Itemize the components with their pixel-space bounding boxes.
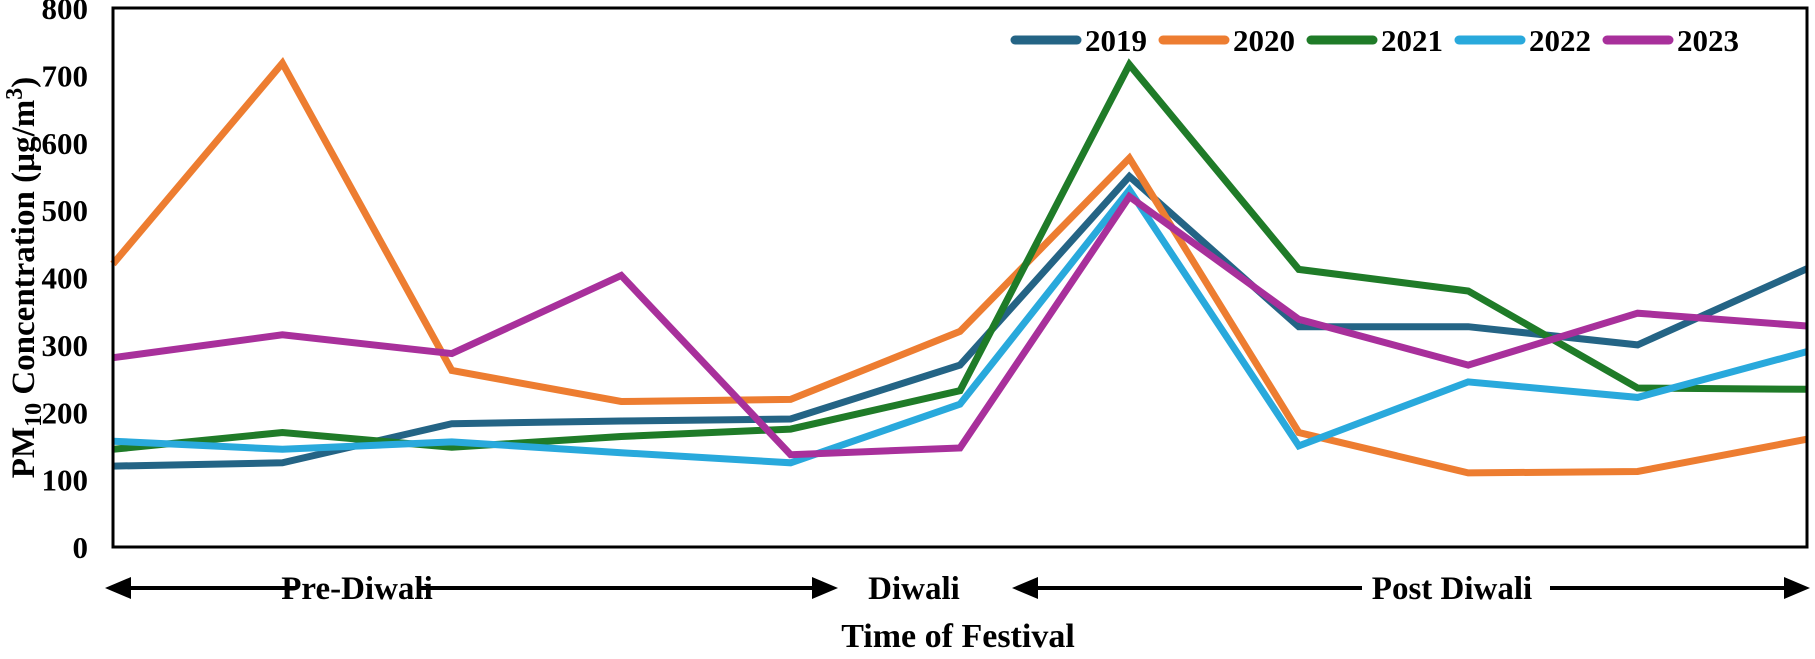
legend-label-2023: 2023: [1677, 23, 1739, 58]
pre-diwali-label: Pre-Diwali: [281, 571, 433, 607]
post-diwali-annotation: Post Diwali: [1012, 571, 1810, 607]
pre-diwali-annotation: Pre-Diwali: [105, 571, 838, 607]
series-line-2022: [112, 183, 1808, 467]
y-tick-label: 600: [42, 126, 89, 161]
y-tick-label: 300: [42, 328, 89, 363]
series-line-2019: [112, 171, 1809, 470]
legend-item-2020: 2020: [1158, 23, 1295, 58]
x-axis-title: Time of Festival: [841, 618, 1075, 655]
diwali-annotation: Diwali: [868, 571, 960, 607]
legend-item-2021: 2021: [1306, 23, 1443, 58]
legend-label-2021: 2021: [1381, 23, 1443, 58]
legend-label-2019: 2019: [1085, 23, 1147, 58]
diwali-label: Diwali: [868, 571, 960, 607]
plot-border: [111, 6, 1809, 549]
y-tick-label: 800: [42, 0, 89, 26]
y-axis-title: PM10 Concentration (µg/m3): [2, 77, 47, 478]
arrowhead-right-icon: [812, 577, 838, 599]
arrowhead-left-icon: [1012, 577, 1038, 599]
arrowhead-left-icon: [105, 577, 131, 599]
arrowhead-right-icon: [1784, 577, 1810, 599]
y-tick-label: 500: [42, 193, 89, 228]
series-line-2020: [110, 57, 1808, 477]
y-tick-label: 200: [42, 395, 89, 430]
legend-item-2022: 2022: [1454, 23, 1591, 58]
legend-item-2019: 2019: [1010, 23, 1147, 58]
y-tick-label: 100: [42, 463, 89, 498]
y-tick-label: 400: [42, 261, 89, 296]
y-tick-label: 700: [42, 58, 89, 93]
y-tick-label: 0: [73, 530, 89, 565]
series-line-2023: [112, 191, 1808, 459]
legend-label-2022: 2022: [1529, 23, 1591, 58]
legend: 2019 2020 2021 2022 2023: [1010, 23, 1739, 58]
post-diwali-label: Post Diwali: [1372, 571, 1532, 607]
legend-item-2023: 2023: [1602, 23, 1739, 58]
legend-label-2020: 2020: [1233, 23, 1295, 58]
